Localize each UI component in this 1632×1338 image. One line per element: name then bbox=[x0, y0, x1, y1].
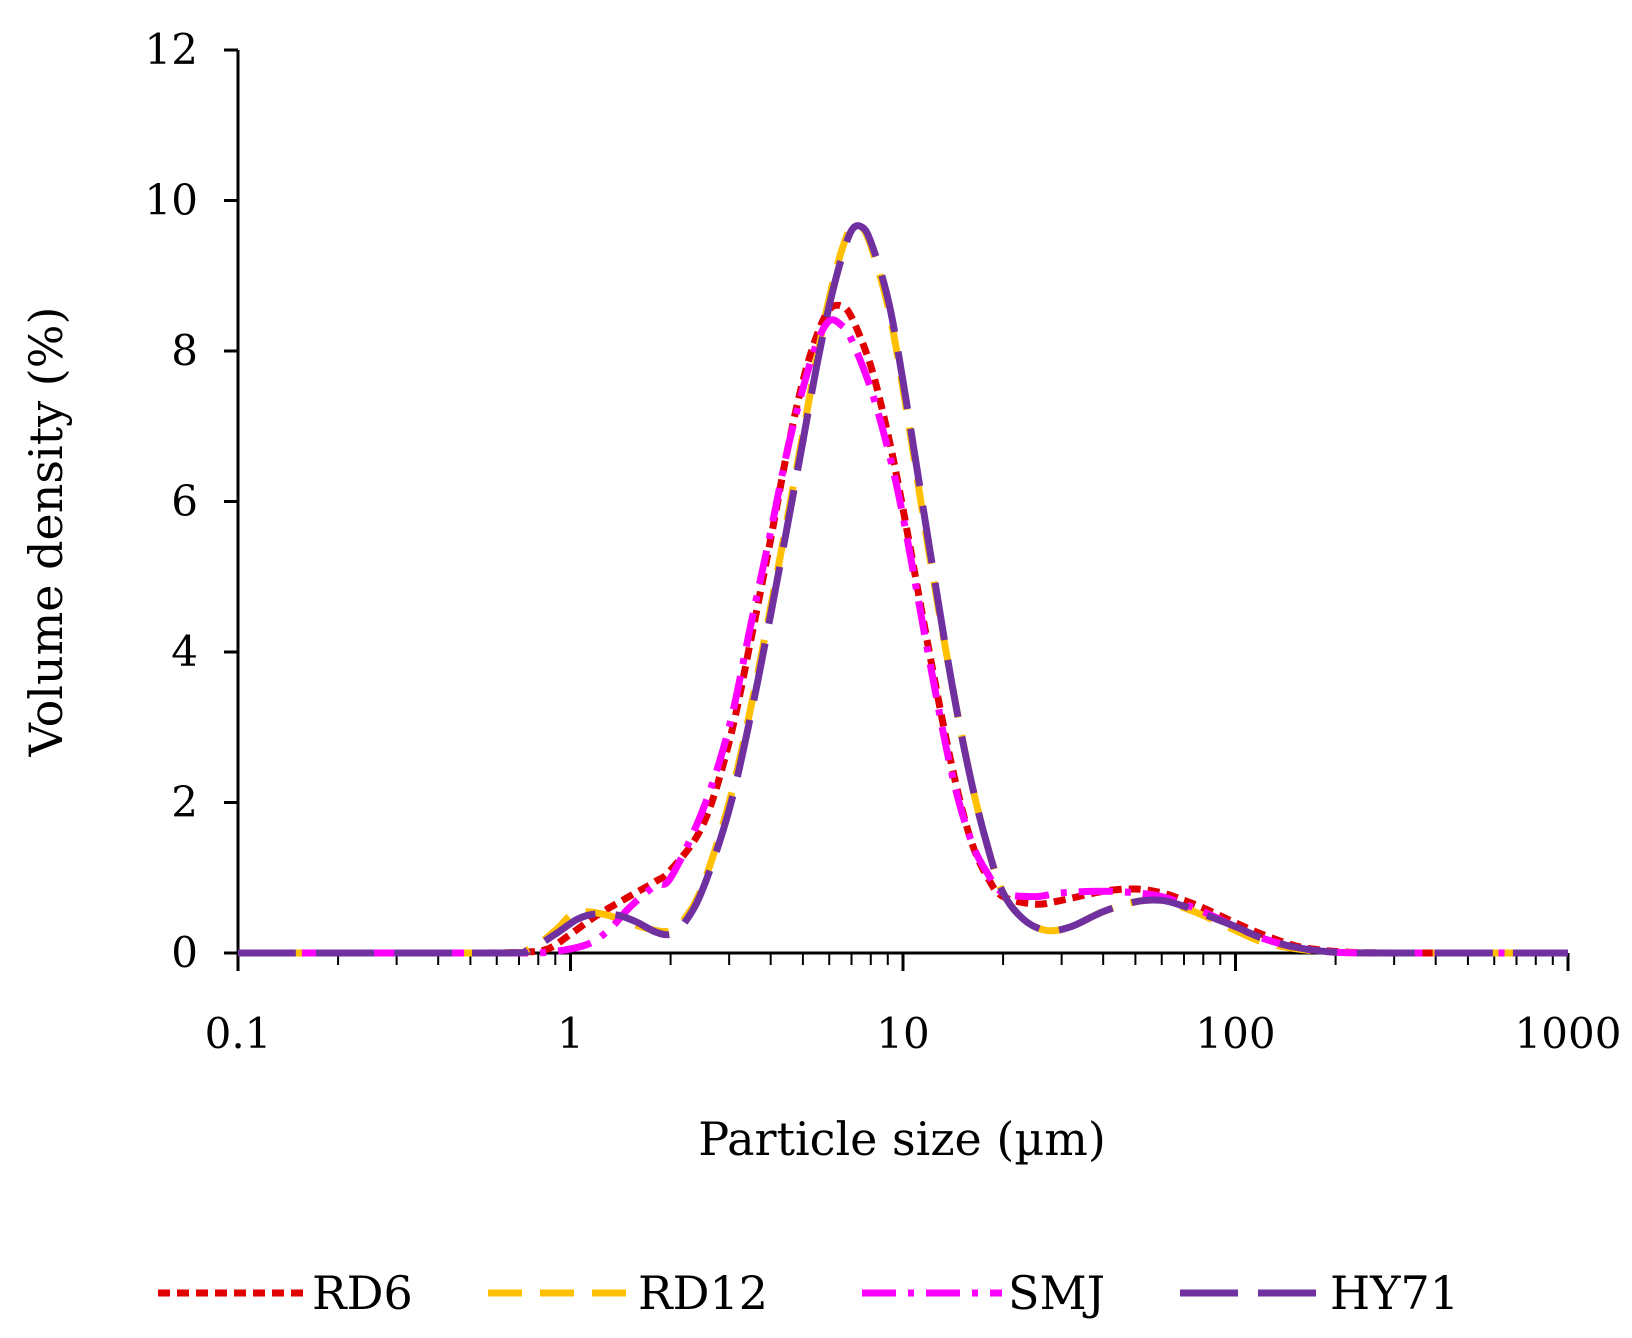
legend-label: RD6 bbox=[312, 1266, 413, 1320]
y-tick-label: 2 bbox=[171, 778, 198, 827]
x-tick-label: 0.1 bbox=[205, 1009, 272, 1058]
series-layer bbox=[237, 220, 1568, 957]
axes: 0 2 4 6 8 10 12 0.1 1 10 100 1000 bbox=[145, 25, 1622, 1058]
legend-item-smj: SMJ bbox=[862, 1266, 1105, 1320]
x-tick-label: 1 bbox=[557, 1009, 584, 1058]
x-tick-label: 100 bbox=[1195, 1009, 1275, 1058]
legend-item-rd12: RD12 bbox=[488, 1266, 768, 1320]
legend-item-hy71: HY71 bbox=[1180, 1266, 1459, 1320]
series-line-hy71 bbox=[237, 222, 1568, 957]
y-tick-label: 4 bbox=[171, 627, 198, 676]
legend: RD6 RD12 SMJ HY71 bbox=[158, 1266, 1459, 1320]
x-tick-label: 10 bbox=[876, 1009, 929, 1058]
y-tick-label: 8 bbox=[171, 326, 198, 375]
y-tick-label: 10 bbox=[145, 176, 198, 225]
y-tick-label: 12 bbox=[145, 25, 198, 74]
x-tick-label: 1000 bbox=[1515, 1009, 1622, 1058]
y-tick-label: 6 bbox=[171, 477, 198, 526]
series-line-rd12 bbox=[237, 220, 1568, 957]
x-axis-title: Particle size (µm) bbox=[698, 1112, 1106, 1166]
legend-label: HY71 bbox=[1330, 1266, 1459, 1320]
legend-label: SMJ bbox=[1008, 1266, 1105, 1320]
legend-label: RD12 bbox=[638, 1266, 768, 1320]
y-axis-title: Volume density (%) bbox=[19, 307, 73, 758]
y-tick-label: 0 bbox=[171, 928, 198, 977]
legend-item-rd6: RD6 bbox=[158, 1266, 413, 1320]
series-line-smj bbox=[237, 316, 1568, 957]
